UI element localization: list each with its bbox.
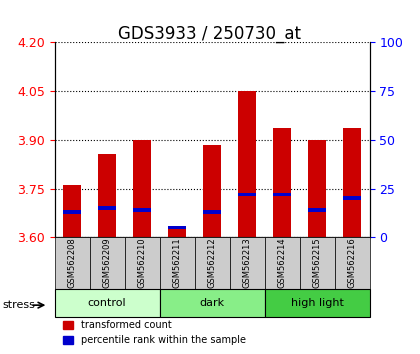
Bar	[63, 185, 81, 237]
Text: GSM562216: GSM562216	[348, 238, 357, 288]
Bar	[203, 210, 221, 213]
Bar	[344, 196, 361, 200]
Bar	[203, 145, 221, 237]
Bar	[335, 237, 370, 289]
Text: GSM562210: GSM562210	[138, 238, 147, 288]
Text: control: control	[88, 298, 126, 308]
Bar	[239, 193, 256, 196]
Bar	[89, 237, 125, 289]
Bar	[299, 237, 335, 289]
Bar	[55, 237, 89, 289]
Bar	[168, 229, 186, 237]
Text: high light: high light	[291, 298, 344, 308]
Bar	[265, 289, 370, 317]
Bar	[168, 226, 186, 229]
Bar	[273, 129, 291, 237]
Bar	[125, 237, 160, 289]
Bar	[273, 193, 291, 196]
Bar	[63, 210, 81, 213]
Text: GSM562208: GSM562208	[68, 238, 76, 288]
Bar	[194, 237, 230, 289]
Bar	[230, 237, 265, 289]
Bar	[265, 237, 299, 289]
Bar	[134, 140, 151, 237]
Text: GSM562212: GSM562212	[207, 238, 217, 288]
Text: GSM562215: GSM562215	[312, 238, 322, 288]
Text: GSM562211: GSM562211	[173, 238, 181, 288]
Text: GSM562213: GSM562213	[243, 238, 252, 288]
Bar	[55, 289, 160, 317]
Bar	[98, 206, 116, 210]
Bar	[344, 129, 361, 237]
Legend: transformed count, percentile rank within the sample: transformed count, percentile rank withi…	[60, 316, 250, 349]
Text: GDS3933 / 250730_at: GDS3933 / 250730_at	[118, 25, 302, 43]
Text: GSM562209: GSM562209	[102, 238, 112, 288]
Bar	[134, 208, 151, 212]
Bar	[308, 140, 326, 237]
Text: GSM562214: GSM562214	[278, 238, 286, 288]
Bar	[160, 237, 194, 289]
Bar	[160, 289, 265, 317]
Text: stress: stress	[2, 300, 35, 310]
Bar	[98, 154, 116, 237]
Bar	[239, 91, 256, 237]
Text: dark: dark	[200, 298, 225, 308]
Bar	[308, 208, 326, 212]
